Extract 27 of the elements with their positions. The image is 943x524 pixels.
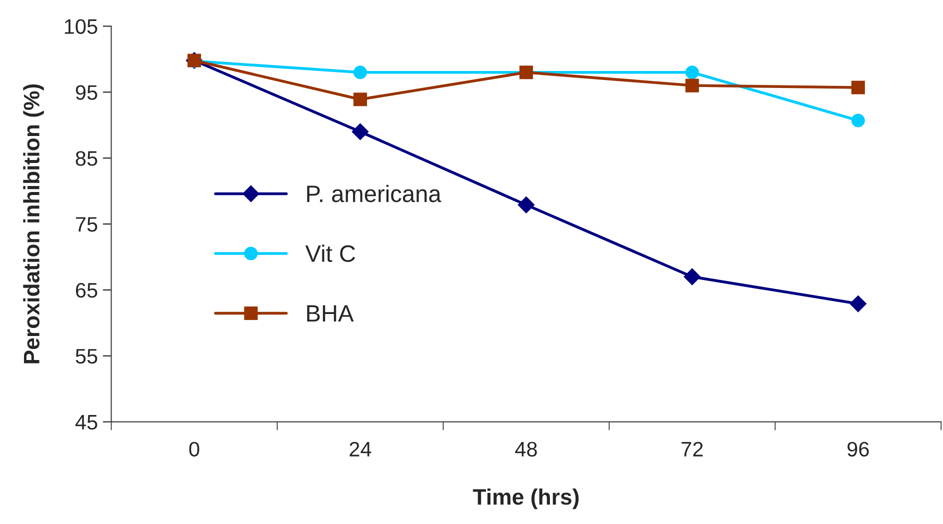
y-tick-label: 55: [76, 349, 98, 364]
point: [518, 196, 535, 214]
legend-label: Vit C: [305, 244, 356, 262]
point: [684, 268, 701, 286]
y-tick-label: 45: [75, 415, 98, 430]
legend-label: P. americana: [307, 184, 442, 202]
y-tick-label: 75: [76, 217, 98, 232]
point: [685, 66, 699, 80]
point: [352, 123, 369, 140]
x-tick-label: 0: [189, 442, 200, 457]
legend-label: BHA: [307, 305, 354, 322]
x-axis-title: Time (hrs): [472, 488, 579, 510]
point: [353, 66, 367, 80]
y-tick-label: 95: [76, 85, 98, 100]
y-tick-label: 105: [64, 19, 98, 34]
x-tick-label: 48: [515, 442, 537, 457]
point: [851, 80, 865, 94]
point: [850, 295, 867, 312]
y-axis-title: Peroxidation inhibition (%): [23, 84, 44, 364]
y-tick-label: 65: [76, 282, 98, 298]
y-tick-label: 85: [76, 151, 98, 166]
point: [851, 114, 865, 128]
point: [353, 92, 367, 106]
x-tick-label: 72: [682, 442, 703, 456]
point: [685, 78, 699, 92]
x-tick-label: 24: [350, 442, 372, 456]
x-tick-label: 96: [848, 442, 869, 457]
